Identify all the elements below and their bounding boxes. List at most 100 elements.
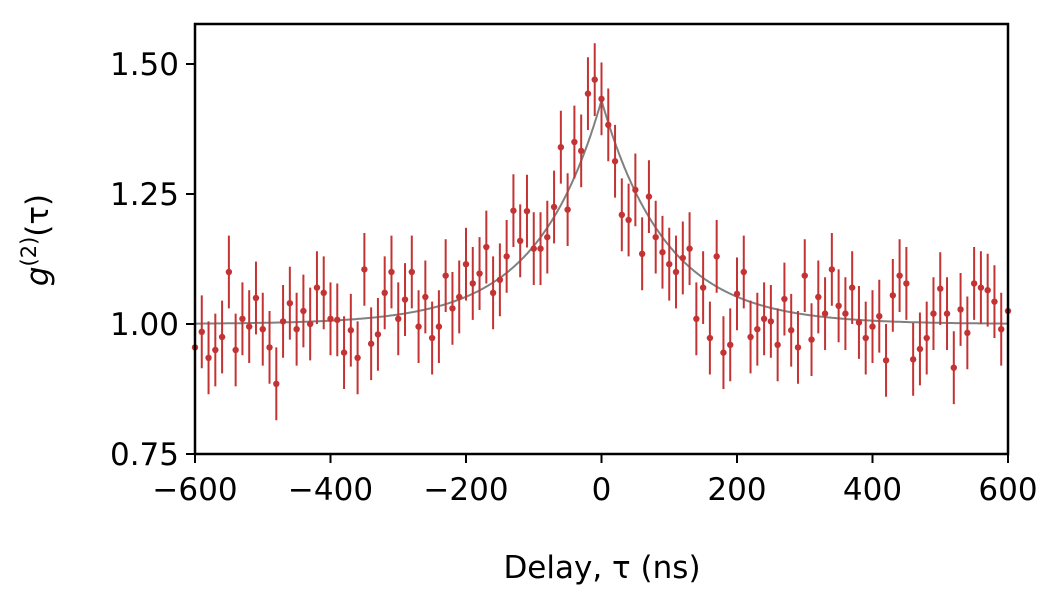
- point-marker: [577, 147, 585, 155]
- point-marker: [733, 290, 741, 298]
- point-marker: [862, 334, 869, 342]
- data-point: [571, 105, 578, 179]
- data-point: [503, 220, 510, 293]
- point-marker: [557, 144, 565, 151]
- point-marker: [401, 296, 409, 303]
- data-point: [530, 212, 537, 285]
- data-point: [449, 272, 456, 345]
- data-point: [672, 235, 680, 309]
- data-point: [754, 292, 761, 366]
- data-point: [367, 307, 375, 381]
- data-point: [605, 88, 612, 162]
- data-point: [970, 247, 978, 320]
- data-point: [855, 286, 863, 359]
- y-tick-label: 0.75: [110, 437, 179, 473]
- x-axis-label: Delay, τ (ns): [503, 550, 700, 586]
- x-tick-label: 0: [592, 472, 612, 508]
- point-marker: [808, 336, 815, 343]
- point-marker: [652, 233, 659, 241]
- y-tick-label: 1.00: [110, 307, 179, 343]
- data-point: [286, 266, 294, 340]
- point-marker: [638, 250, 646, 257]
- point-marker: [266, 344, 273, 351]
- data-point: [821, 277, 829, 350]
- point-marker: [611, 158, 619, 165]
- data-point: [428, 301, 436, 375]
- data-point: [388, 235, 395, 309]
- point-marker: [428, 334, 436, 342]
- data-point: [320, 256, 327, 330]
- data-point: [232, 313, 239, 387]
- data-point: [591, 43, 598, 116]
- data-point: [666, 227, 673, 301]
- data-point: [727, 308, 734, 382]
- point-marker: [205, 354, 212, 361]
- data-point: [835, 269, 842, 343]
- point-marker: [598, 95, 605, 103]
- point-marker: [449, 305, 456, 312]
- point-marker: [340, 349, 348, 356]
- data-point: [496, 243, 504, 317]
- point-marker: [537, 245, 544, 252]
- data-point: [347, 293, 355, 367]
- point-marker: [889, 292, 897, 299]
- point-marker: [821, 310, 829, 317]
- point-marker: [442, 272, 449, 279]
- point-marker: [279, 318, 287, 325]
- data-point: [733, 257, 741, 331]
- data-point: [842, 277, 849, 350]
- point-marker: [618, 211, 626, 218]
- point-marker: [896, 272, 903, 279]
- point-marker: [503, 253, 510, 260]
- point-marker: [848, 284, 856, 291]
- data-point: [408, 235, 415, 309]
- point-marker: [970, 280, 978, 287]
- data-point: [991, 265, 998, 339]
- point-marker: [259, 326, 266, 333]
- point-marker: [869, 323, 876, 330]
- data-point: [618, 178, 626, 252]
- point-marker: [218, 333, 226, 341]
- data-point: [808, 303, 815, 376]
- data-point: [252, 261, 260, 335]
- x-tick-label: −200: [423, 472, 508, 508]
- point-marker: [327, 315, 334, 322]
- data-point: [699, 251, 707, 324]
- point-marker: [855, 319, 863, 326]
- data-point: [781, 262, 788, 336]
- data-point: [964, 296, 971, 370]
- data-point: [564, 173, 571, 246]
- point-marker: [347, 327, 355, 334]
- data-point: [422, 260, 429, 334]
- point-marker: [530, 245, 537, 252]
- point-marker: [625, 216, 632, 224]
- data-point: [632, 153, 639, 227]
- data-point: [544, 200, 551, 274]
- data-point: [401, 263, 409, 336]
- data-point: [212, 313, 219, 387]
- data-point: [279, 285, 287, 358]
- data-point: [517, 204, 524, 278]
- point-marker: [388, 268, 395, 276]
- point-marker: [659, 249, 666, 256]
- data-point: [794, 311, 802, 384]
- point-marker: [713, 253, 720, 260]
- data-point: [239, 282, 246, 356]
- data-point: [740, 235, 747, 309]
- point-marker: [950, 364, 957, 371]
- data-point: [788, 293, 795, 367]
- data-point: [306, 287, 314, 361]
- data-point: [557, 110, 565, 184]
- point-marker: [361, 266, 368, 273]
- point-marker: [937, 285, 944, 292]
- x-tick-label: −600: [152, 472, 237, 508]
- data-point: [259, 292, 266, 366]
- data-point: [415, 290, 422, 363]
- data-point: [882, 324, 890, 397]
- data-point: [205, 321, 212, 395]
- x-tick-label: 400: [843, 472, 902, 508]
- point-marker: [198, 328, 205, 335]
- data-point: [889, 259, 897, 332]
- y-tick-label: 1.50: [110, 47, 179, 83]
- data-point: [638, 217, 646, 291]
